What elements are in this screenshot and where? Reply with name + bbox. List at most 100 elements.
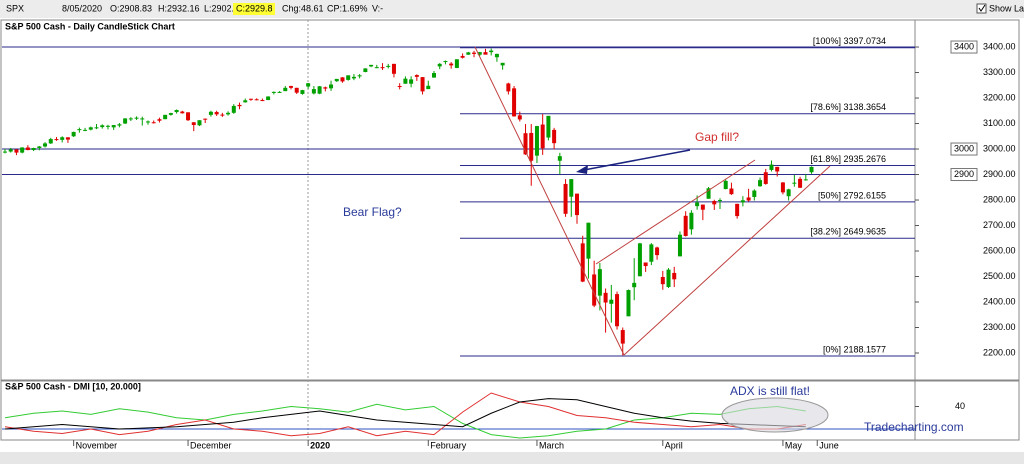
candle-body: [432, 73, 436, 78]
candle-body: [31, 148, 36, 151]
y-tick-label: 2500.00: [983, 271, 1016, 281]
candle-body: [517, 115, 522, 120]
candle-body: [397, 86, 402, 88]
candle-body: [494, 53, 499, 58]
candle-body: [71, 131, 76, 137]
level-label: 3400: [954, 41, 974, 51]
candle-body: [569, 179, 574, 197]
candle-body: [626, 290, 631, 317]
annotation: Bear Flag?: [343, 205, 402, 219]
candle-body: [409, 79, 414, 84]
candle-body: [100, 125, 105, 128]
candle-body: [792, 182, 797, 184]
low: L:2902.88: [204, 3, 244, 13]
scrollbar[interactable]: [0, 452, 1024, 464]
month-label: March: [539, 440, 564, 450]
y-tick-label: 2400.00: [983, 296, 1016, 306]
candle-body: [466, 52, 471, 55]
candle-body: [449, 63, 454, 66]
candle-body: [454, 59, 459, 68]
candle-body: [597, 269, 602, 296]
dmi-line: [4, 392, 806, 437]
trend-line: [474, 46, 625, 356]
candle-body: [798, 178, 803, 188]
candle-body: [735, 203, 740, 217]
candle-body: [780, 182, 785, 193]
candle-body: [483, 52, 488, 55]
level-label: 3000: [954, 143, 974, 153]
candle-body: [8, 149, 13, 152]
level-box: [950, 168, 978, 182]
candle-body: [443, 61, 448, 63]
candle-body: [672, 272, 677, 280]
candle-body: [43, 143, 48, 147]
candle-body: [37, 146, 42, 148]
candle-body: [643, 262, 648, 267]
candle-body: [220, 114, 225, 116]
level-box: [950, 142, 978, 156]
candle-body: [357, 75, 362, 77]
candle-body: [94, 127, 99, 129]
dmi-panel: [0, 380, 1020, 441]
candle-body: [163, 114, 168, 120]
candle-body: [534, 126, 539, 156]
candle-body: [300, 90, 305, 94]
candle-body: [391, 63, 396, 74]
candle-body: [809, 166, 814, 173]
candle-body: [420, 77, 425, 92]
candle-body: [186, 112, 191, 121]
candle-body: [803, 179, 808, 181]
candle-body: [655, 247, 660, 256]
candle-body: [231, 105, 236, 113]
trend-line: [623, 165, 831, 356]
candle-body: [20, 147, 25, 153]
fib-label: [100%] 3397.0734: [813, 36, 886, 46]
candle-body: [248, 98, 253, 100]
candle-body: [380, 67, 385, 69]
watermark: Tradecharting.com: [864, 420, 964, 434]
checkbox[interactable]: [976, 3, 987, 14]
toolbar: [0, 0, 1024, 18]
candle-body: [283, 87, 288, 92]
y-tick-label: 2900.00: [983, 169, 1016, 179]
candle-body: [226, 112, 231, 115]
candle-body: [105, 125, 110, 127]
candle-body: [586, 222, 591, 259]
candle-body: [117, 124, 122, 126]
candle-body: [718, 200, 722, 202]
y-tick-label: 3200.00: [983, 92, 1016, 102]
candle-body: [323, 87, 328, 89]
candle-body: [529, 132, 534, 161]
candle-body: [426, 85, 431, 90]
candle-body: [523, 133, 528, 155]
candle-body: [134, 117, 139, 119]
candle-body: [317, 86, 322, 94]
candle-body: [3, 151, 7, 153]
candle-body: [14, 149, 19, 153]
trend-line: [595, 159, 756, 265]
candle-body: [746, 197, 751, 201]
y-tick-label: 2600.00: [983, 245, 1016, 255]
month-label: February: [430, 440, 467, 450]
candle-body: [769, 164, 774, 170]
candle-body: [620, 330, 625, 344]
candle-body: [128, 118, 133, 120]
candle-body: [632, 282, 637, 288]
arrow-head: [576, 165, 588, 174]
candle-body: [48, 139, 53, 144]
dmi-line: [4, 398, 806, 430]
candle-body: [540, 124, 545, 149]
candle-body: [65, 137, 70, 140]
candle-body: [123, 118, 128, 124]
candle-body: [174, 110, 179, 113]
candle-body: [546, 115, 551, 138]
candle-body: [649, 244, 654, 262]
candle-body: [575, 193, 579, 216]
candle-body: [146, 121, 150, 123]
candle-body: [191, 122, 196, 126]
show-last[interactable]: Show Last: [989, 3, 1024, 13]
candle-body: [77, 129, 82, 131]
candle-body: [54, 139, 59, 141]
marks: 2200.00 2300.00 2400.00 2500.00 2600.00 2700.…: [2, 36, 1016, 450]
